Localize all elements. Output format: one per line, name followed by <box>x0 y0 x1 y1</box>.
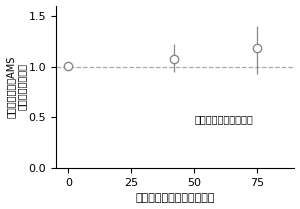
Y-axis label: 実測値に対するAMS
による計算値の比: 実測値に対するAMS による計算値の比 <box>6 56 27 118</box>
Text: バーは標準誤差を表す: バーは標準誤差を表す <box>195 114 254 124</box>
X-axis label: 風食開始からの日数（日）: 風食開始からの日数（日） <box>135 194 215 203</box>
